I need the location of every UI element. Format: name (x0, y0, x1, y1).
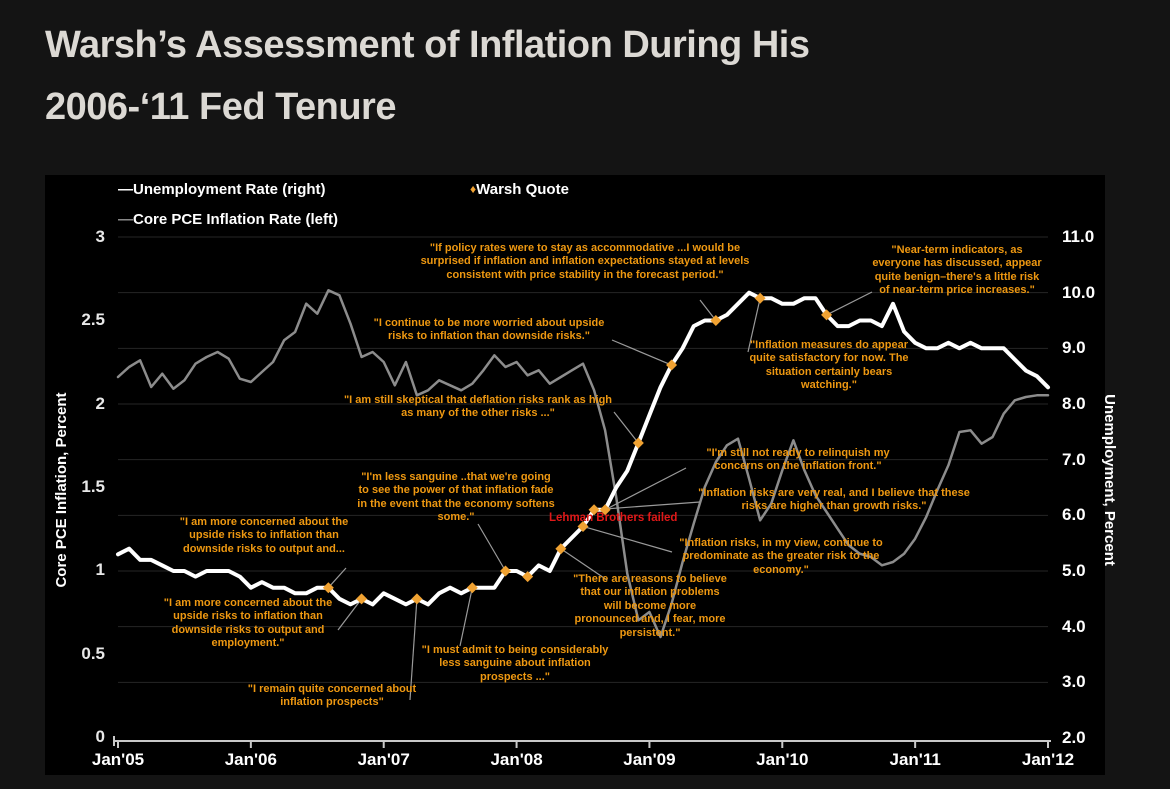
legend-item-unemployment: —Unemployment Rate (right) (118, 181, 326, 198)
quote-leader-line (582, 525, 673, 553)
right-axis-title: Unemployment, Percent (1101, 394, 1118, 566)
quote-leader-line (604, 467, 687, 511)
warsh-quote-diamond (666, 359, 678, 371)
warsh-quote-diamond (522, 571, 534, 583)
warsh-quote-diamond (555, 543, 567, 555)
legend-item-core-pce: —Core PCE Inflation Rate (left) (118, 211, 338, 228)
quote-leader-line (611, 339, 672, 366)
quote-leader-line (826, 291, 873, 316)
quote-leader-line (409, 598, 418, 701)
warsh-quote-diamond (411, 593, 423, 605)
quote-leader-line (477, 523, 507, 572)
warsh-quote-diamond (710, 315, 722, 326)
quote-leader-line (613, 411, 639, 444)
quote-leader-line (594, 501, 701, 511)
left-axis-title: Core PCE Inflation, Percent (53, 392, 70, 588)
legend-label-core-pce: Core PCE Inflation Rate (left) (133, 211, 339, 228)
legend-label-unemployment: Unemployment Rate (right) (133, 181, 326, 198)
quote-leader-line (459, 587, 473, 647)
warsh-quote-diamond (322, 582, 334, 594)
legend-item-warsh-quote: ♦Warsh Quote (470, 181, 569, 198)
warsh-quote-diamond (577, 520, 589, 532)
warsh-quote-diamond (821, 309, 833, 321)
legend-label-warsh-quote: Warsh Quote (476, 181, 569, 198)
quote-leader-line (327, 567, 347, 589)
warsh-quote-diamond (632, 437, 644, 449)
warsh-quote-diamond (466, 582, 478, 594)
unemployment-line (116, 290, 1050, 607)
core-pce-line-marker: — (118, 211, 133, 228)
unemployment-line-marker: — (118, 181, 133, 198)
quote-leader-line (560, 548, 608, 581)
warsh-quote-diamond (356, 593, 368, 605)
quote-leader-line (337, 598, 363, 631)
quote-leader-line (747, 298, 761, 353)
warsh-quote-diamond (599, 504, 611, 516)
warsh-diamond-marker: ♦ (470, 182, 477, 196)
warsh-quote-diamond (588, 504, 600, 516)
page-title-line1: Warsh’s Assessment of Inflation During H… (45, 24, 810, 66)
page-title-line2: 2006-‘11 Fed Tenure (45, 86, 396, 128)
warsh-quote-diamond (754, 292, 766, 304)
quote-leader-line (699, 299, 717, 321)
warsh-quote-diamond (500, 565, 511, 577)
chart-panel (45, 175, 1105, 775)
page-title: Warsh’s Assessment of Inflation During H… (45, 14, 1125, 138)
core-pce-line (116, 289, 1050, 639)
